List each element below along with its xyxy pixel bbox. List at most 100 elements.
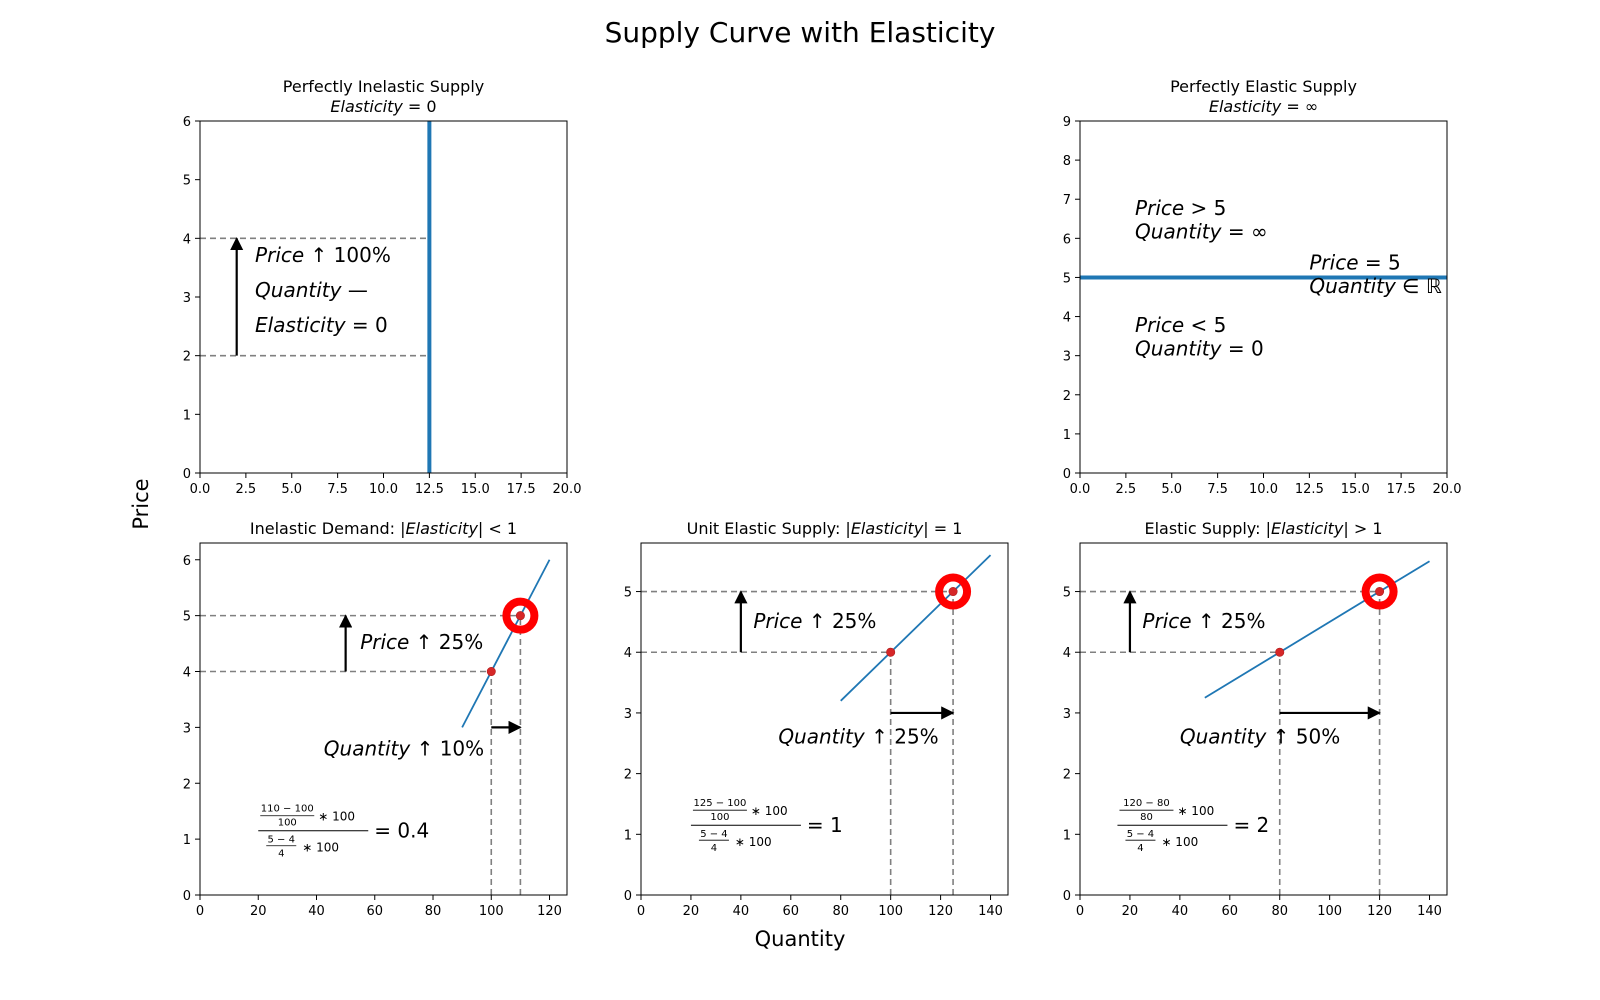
inelastic-perfect-annotation-name: Quantity (255, 278, 343, 302)
inelastic-formula-num-num: 110 − 100 (261, 804, 314, 815)
elastic-title-suffix: | > 1 (1343, 519, 1382, 538)
inelastic-perfect-xtick-label: 12.5 (415, 482, 444, 497)
inelastic-formula-result: = 0.4 (374, 819, 429, 843)
inelastic-axes-frame (199, 542, 568, 896)
inelastic-xtick-label: 20 (250, 904, 267, 919)
elastic-perfect-ytick-label: 1 (1063, 428, 1071, 443)
unit-title-name: Elasticity (851, 519, 924, 538)
inelastic-title: Inelastic Demand: |Elasticity| < 1 (250, 519, 517, 538)
unit-xtick-label: 40 (733, 904, 750, 919)
inelastic-perfect-annotation-name: Elasticity (255, 313, 347, 337)
elastic-perfect-annotation-op: = 5 (1359, 251, 1401, 275)
elastic-perfect-ytick-label: 6 (1063, 232, 1071, 247)
elastic-ytick-label: 3 (1063, 707, 1071, 722)
inelastic-perfect-xtick-label: 5.0 (281, 482, 302, 497)
elastic-perfect-annotation: Quantity = ∞ (1135, 219, 1268, 243)
elastic-perfect-xtick-label: 7.5 (1207, 482, 1228, 497)
elastic-perfect-ytick-label: 5 (1063, 271, 1071, 286)
elastic-perfect-subtitle: Elasticity = ∞ (1209, 97, 1318, 116)
inelastic-data-point (515, 611, 525, 621)
elastic-perfect-annotation-name: Price (1309, 251, 1358, 275)
elastic-perfect-xtick-label: 5.0 (1161, 482, 1182, 497)
inelastic-title-prefix: Inelastic Demand: | (250, 519, 406, 538)
elastic-xtick-label: 120 (1367, 904, 1392, 919)
elastic-annotation: Quantity ↑ 50% (1180, 724, 1340, 748)
inelastic-perfect-ytick-label: 6 (183, 115, 191, 130)
inelastic-annotation-name: Quantity (324, 736, 412, 760)
elastic-perfect-annotation-op: > 5 (1184, 196, 1226, 220)
elastic-perfect-annotation-op: = 0 (1221, 337, 1263, 361)
inelastic-formula-den-num: 5 − 4 (268, 835, 295, 846)
unit-formula-result: = 1 (807, 813, 843, 837)
elastic-perfect-annotation-name: Price (1135, 196, 1184, 220)
inelastic-title-name: Elasticity (406, 519, 479, 538)
unit-xtick-label: 100 (878, 904, 903, 919)
elastic-perfect-ytick-label: 2 (1063, 389, 1071, 404)
elastic-xtick-label: 140 (1417, 904, 1442, 919)
unit-xtick-label: 0 (637, 904, 645, 919)
elastic-perfect-annotation-op: ∈ ℝ (1396, 274, 1442, 298)
elastic-perfect-annotation-name: Quantity (1135, 337, 1223, 361)
inelastic-xtick-label: 40 (308, 904, 325, 919)
unit-formula-den-den: 4 (711, 843, 717, 854)
inelastic-perfect-ytick-label: 3 (183, 291, 191, 306)
inelastic-perfect-ytick-label: 2 (183, 350, 191, 365)
inelastic-perfect-annotation: Price ↑ 100% (255, 243, 391, 267)
elastic-ytick-label: 1 (1063, 828, 1071, 843)
inelastic-supply-line (461, 559, 551, 728)
unit-data-point (886, 647, 896, 657)
elastic-perfect-annotation: Quantity ∈ ℝ (1309, 274, 1442, 298)
elastic-title-name: Elasticity (1271, 519, 1344, 538)
elastic-formula-den-den: 4 (1137, 843, 1143, 854)
elastic-perfect-annotation: Quantity = 0 (1135, 337, 1264, 361)
inelastic-perfect-xtick-label: 2.5 (236, 482, 257, 497)
unit-xtick-label: 20 (683, 904, 700, 919)
inelastic-ytick-label: 6 (183, 554, 191, 569)
elastic-ytick-label: 4 (1063, 646, 1071, 661)
figure-xlabel: Quantity (755, 927, 846, 951)
inelastic-annotation-op: ↑ 10% (410, 736, 484, 760)
unit-annotation: Price ↑ 25% (753, 609, 876, 633)
inelastic-perfect-annotation-op: = 0 (346, 313, 388, 337)
unit-xtick-label: 80 (832, 904, 849, 919)
inelastic-ytick-label: 1 (183, 833, 191, 848)
inelastic-ytick-label: 0 (183, 889, 191, 904)
unit-formula-num-mul: ∗ 100 (751, 804, 788, 818)
elastic-formula-num-mul: ∗ 100 (1177, 804, 1214, 818)
elastic-data-point (1275, 647, 1285, 657)
unit-ytick-label: 3 (624, 707, 632, 722)
inelastic-perfect-axes-frame (199, 120, 568, 474)
elastic-perfect-ytick-label: 7 (1063, 193, 1071, 208)
unit-formula-num-num: 125 − 100 (693, 798, 746, 809)
elastic-xtick-label: 20 (1122, 904, 1139, 919)
inelastic-formula: 110 − 100 100 ∗ 100 5 − 4 4 ∗ 100 = 0.4 (258, 804, 429, 860)
inelastic-perfect-annotation-op: — (341, 278, 367, 302)
elastic-annotation-name: Price (1142, 609, 1191, 633)
unit-xtick-label: 60 (783, 904, 800, 919)
elastic-data-point (1375, 587, 1385, 597)
elastic-perfect-ytick-label: 4 (1063, 311, 1071, 326)
inelastic-perfect-ytick-label: 4 (183, 232, 191, 247)
inelastic-perfect-xtick-label: 10.0 (369, 482, 398, 497)
unit-title-prefix: Unit Elastic Supply: | (687, 519, 851, 538)
unit-annotation-name: Quantity (778, 724, 866, 748)
elastic-formula-den-mul: ∗ 100 (1161, 835, 1198, 849)
inelastic-perfect-subtitle-name: Elasticity (330, 97, 403, 116)
elastic-perfect-ytick-label: 9 (1063, 115, 1071, 130)
elastic-perfect-annotation: Price = 5 (1309, 251, 1400, 275)
elastic-formula-num-num: 120 − 80 (1123, 798, 1170, 809)
elastic-annotation-op: ↑ 25% (1192, 609, 1266, 633)
elastic-highlight-ring (1361, 573, 1398, 610)
elastic-title: Elastic Supply: |Elasticity| > 1 (1144, 519, 1382, 538)
inelastic-formula-num-mul: ∗ 100 (318, 810, 355, 824)
elastic-xtick-label: 80 (1271, 904, 1288, 919)
elastic-perfect-ytick-label: 3 (1063, 350, 1071, 365)
elastic-perfect-annotation: Price > 5 (1135, 196, 1226, 220)
inelastic-perfect-xtick-label: 0.0 (190, 482, 211, 497)
elastic-perfect-xtick-label: 2.5 (1116, 482, 1137, 497)
panel-unit: Unit Elastic Supply: |Elasticity| = 10 20… (624, 519, 1009, 919)
unit-data-point (948, 587, 958, 597)
inelastic-annotation-name: Price (360, 630, 409, 654)
